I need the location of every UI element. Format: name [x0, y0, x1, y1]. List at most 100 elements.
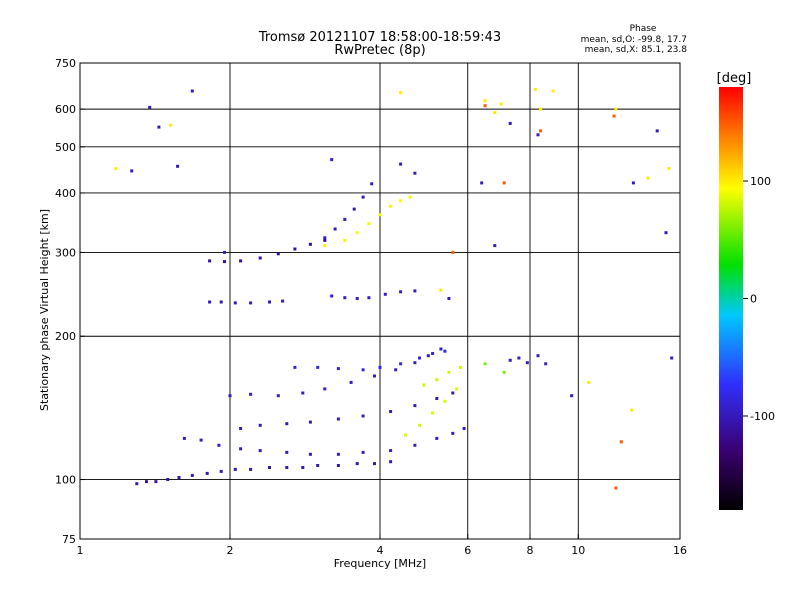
chart-title: Tromsø 20121107 18:58:00-18:59:43: [258, 30, 501, 45]
data-point: [508, 121, 512, 125]
data-point: [355, 231, 359, 235]
chart-subtitle: RwPretec (8p): [334, 43, 425, 58]
data-point: [223, 260, 226, 264]
data-point: [199, 438, 203, 442]
data-point: [233, 301, 237, 305]
data-point: [631, 181, 635, 185]
y-tick-label: 200: [55, 330, 76, 343]
data-point: [223, 250, 226, 254]
y-tick-label: 300: [55, 246, 76, 259]
data-point: [205, 471, 209, 475]
data-point: [276, 252, 280, 256]
data-point: [355, 297, 359, 300]
data-point: [619, 440, 623, 444]
data-point: [502, 370, 506, 374]
data-point: [228, 394, 232, 398]
data-point: [208, 300, 212, 304]
data-point: [301, 391, 305, 395]
data-point: [443, 399, 447, 403]
y-tick-label: 75: [62, 533, 76, 546]
data-point: [361, 414, 365, 418]
data-point: [301, 466, 305, 469]
data-point: [418, 356, 421, 360]
data-point: [343, 238, 347, 242]
data-point: [539, 129, 543, 133]
colorbar-tick-label: -100: [750, 410, 775, 423]
data-point: [148, 105, 152, 109]
data-point: [373, 374, 376, 378]
x-tick-label: 8: [527, 544, 534, 557]
gridlines: [80, 63, 680, 539]
data-point: [177, 476, 181, 479]
data-point: [493, 111, 497, 115]
data-point: [570, 394, 574, 398]
colorbar-tick-label: 0: [750, 293, 757, 306]
data-point: [458, 365, 462, 369]
data-point: [389, 460, 393, 464]
data-point: [399, 199, 403, 203]
data-point: [258, 423, 262, 427]
data-point: [587, 380, 591, 384]
data-point: [268, 466, 271, 469]
data-point: [413, 171, 417, 175]
data-point: [323, 387, 327, 391]
data-point: [293, 365, 297, 369]
data-point: [480, 181, 484, 185]
x-axis: 1 2 4 6 8 10 16: [77, 534, 687, 557]
data-point: [378, 365, 382, 369]
data-point: [233, 467, 237, 471]
data-point: [361, 368, 365, 372]
data-point: [435, 378, 439, 382]
data-point: [664, 231, 668, 235]
data-point: [219, 300, 223, 304]
data-point: [408, 195, 412, 199]
data-point: [383, 292, 387, 296]
data-point: [493, 244, 497, 248]
data-point: [249, 392, 253, 396]
data-point: [431, 352, 435, 355]
data-point: [389, 410, 393, 413]
data-point: [413, 289, 417, 293]
data-point: [443, 349, 447, 353]
data-point: [145, 480, 148, 484]
data-point: [655, 129, 659, 133]
data-point: [166, 478, 170, 481]
data-point: [367, 222, 371, 225]
data-point: [285, 466, 289, 469]
x-tick-label: 1: [77, 544, 84, 557]
data-point: [336, 417, 340, 421]
data-point: [404, 433, 407, 437]
data-point: [389, 449, 393, 453]
data-point: [536, 354, 540, 358]
data-point: [176, 164, 180, 168]
data-point: [451, 391, 455, 395]
data-point: [343, 296, 347, 300]
data-point: [517, 356, 521, 360]
data-point: [285, 422, 289, 426]
data-point: [370, 182, 374, 186]
data-point: [439, 288, 443, 292]
data-point: [483, 99, 487, 103]
data-point: [483, 362, 487, 366]
data-point: [219, 469, 223, 473]
data-point: [323, 236, 327, 240]
colorbar-label: [deg]: [717, 71, 752, 86]
data-point: [323, 238, 327, 242]
data-point: [447, 370, 451, 374]
data-point: [336, 367, 340, 371]
y-tick-label: 500: [55, 141, 76, 154]
data-point: [462, 427, 466, 430]
data-point: [536, 133, 540, 137]
data-point: [130, 169, 134, 173]
data-point: [343, 217, 347, 221]
data-point: [426, 354, 430, 358]
colorbar-ticks: 100 0 -100: [743, 175, 775, 423]
data-point: [435, 436, 439, 440]
data-point: [169, 123, 173, 127]
data-point: [249, 301, 253, 305]
data-point: [399, 362, 403, 366]
data-point: [399, 290, 403, 294]
data-point: [502, 181, 506, 185]
data-point: [539, 107, 543, 111]
